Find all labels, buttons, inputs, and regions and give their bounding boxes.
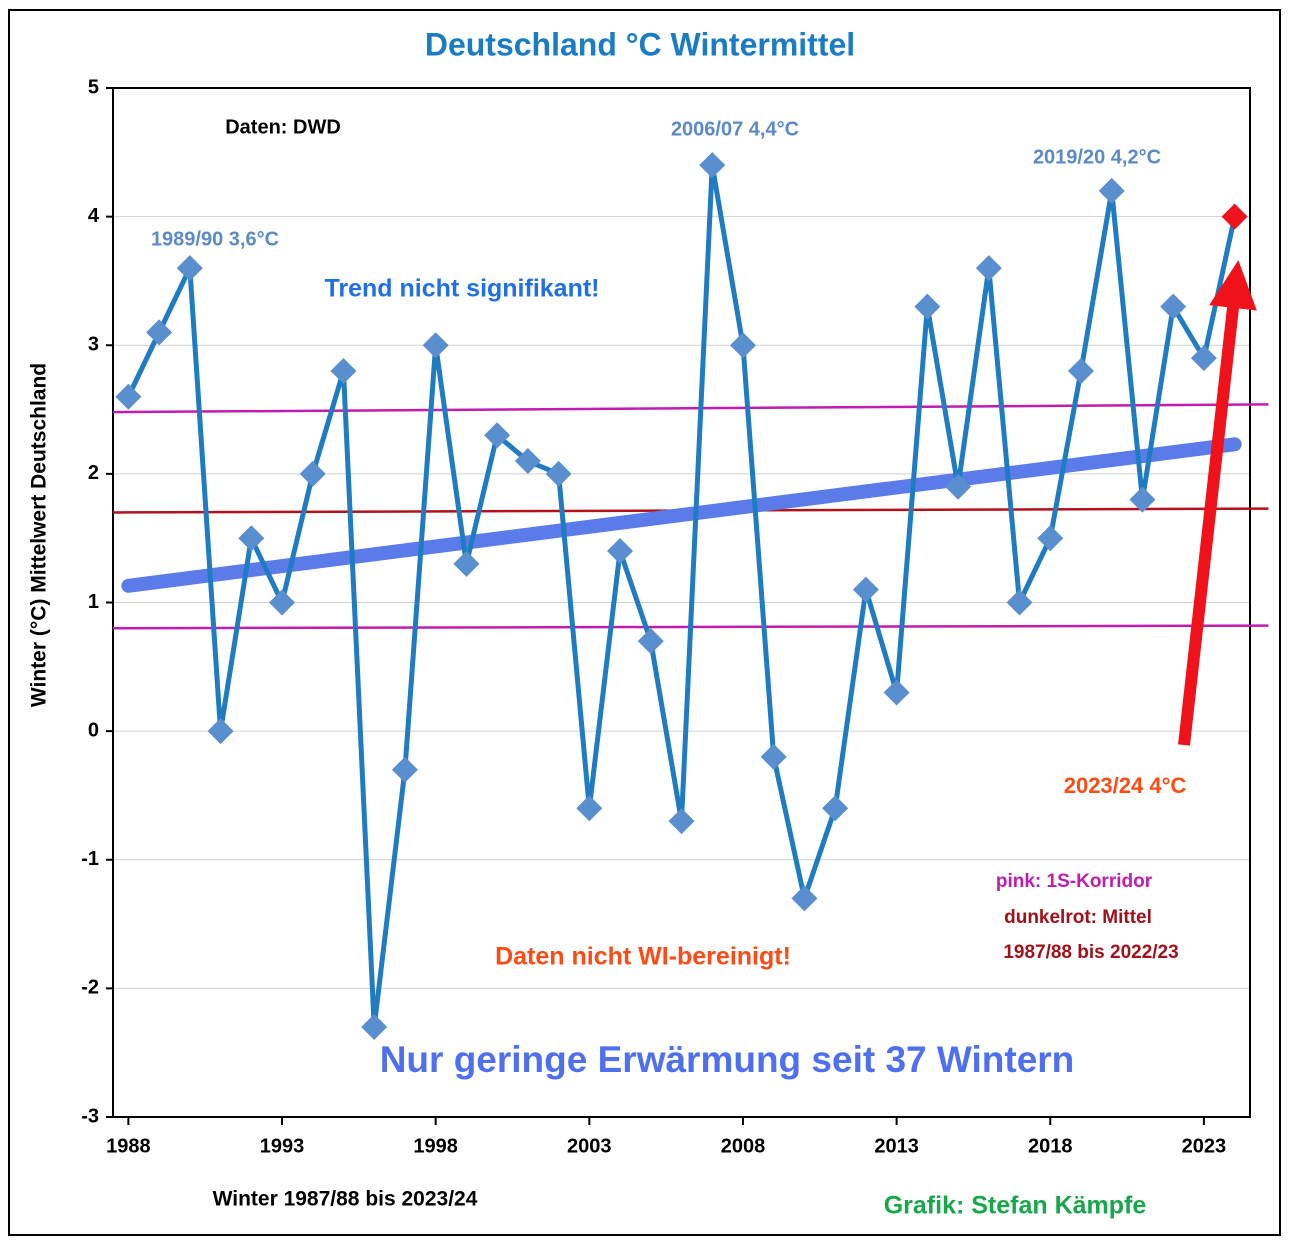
annotation: 2006/07 4,4°C — [671, 118, 799, 140]
annotation: Daten: DWD — [225, 116, 341, 138]
data-point — [791, 885, 818, 912]
arrow — [1178, 260, 1257, 746]
y-tick-label: 2 — [88, 462, 99, 484]
data-point — [269, 589, 296, 616]
annotation: 1989/90 3,6°C — [151, 228, 279, 250]
data-point — [299, 460, 326, 487]
chart-title: Deutschland °C Wintermittel — [425, 26, 855, 62]
data-point — [1160, 293, 1187, 320]
y-tick-label: 4 — [88, 205, 100, 227]
y-tick-label: 0 — [88, 719, 99, 741]
data-point — [176, 255, 203, 282]
data-point — [1006, 589, 1033, 616]
data-point — [238, 525, 265, 552]
data-point — [1098, 177, 1125, 204]
data-point — [576, 795, 603, 822]
data-point — [422, 332, 449, 359]
x-tick-label: 2008 — [721, 1135, 766, 1157]
data-point — [729, 332, 756, 359]
data-point — [945, 473, 972, 500]
data-point — [391, 756, 418, 783]
y-tick-label: -2 — [81, 977, 99, 999]
data-point — [883, 679, 910, 706]
data-point — [914, 293, 941, 320]
annotation: Trend nicht signifikant! — [324, 275, 599, 303]
data-point — [852, 576, 879, 603]
annotation: dunkelrot: Mittel — [1004, 907, 1152, 928]
x-tick-label: 1993 — [260, 1135, 305, 1157]
data-point — [207, 718, 234, 745]
data-point — [1221, 203, 1248, 230]
annotation: Nur geringe Erwärmung seit 37 Wintern — [380, 1039, 1075, 1080]
annotation: Daten nicht WI-bereinigt! — [495, 943, 791, 971]
annotation: 1987/88 bis 2022/23 — [1003, 942, 1178, 963]
data-point — [484, 422, 511, 449]
y-tick-label: -3 — [81, 1105, 99, 1127]
data-point — [607, 538, 634, 565]
x-tick-label: 2023 — [1182, 1135, 1227, 1157]
trend-line — [121, 437, 1242, 593]
data-point — [975, 255, 1002, 282]
data-point — [668, 808, 695, 835]
data-point — [330, 357, 357, 384]
y-tick-label: 5 — [88, 76, 99, 98]
data-point — [1190, 345, 1217, 372]
data-point — [545, 460, 572, 487]
annotation: 2023/24 4°C — [1064, 773, 1187, 798]
data-point — [637, 628, 664, 655]
y-tick-label: 1 — [88, 591, 99, 613]
x-axis-label: Winter 1987/88 bis 2023/24 — [213, 1188, 478, 1211]
data-point — [760, 743, 787, 770]
y-axis-label: Winter (°C) Mittelwert Deutschland — [28, 363, 51, 707]
credit: Grafik: Stefan Kämpfe — [884, 1192, 1147, 1220]
x-tick-label: 1988 — [106, 1135, 151, 1157]
data-point — [1037, 525, 1064, 552]
x-tick-label: 1998 — [413, 1135, 458, 1157]
y-tick-label: -1 — [81, 848, 99, 870]
data-point — [1129, 486, 1156, 513]
x-tick-label: 2018 — [1028, 1135, 1073, 1157]
annotation: pink: 1S-Korridor — [996, 871, 1153, 892]
annotation: 2019/20 4,2°C — [1033, 146, 1161, 168]
data-point — [146, 319, 173, 346]
plot-frame — [112, 87, 1251, 1118]
x-tick-label: 2003 — [567, 1135, 612, 1157]
data-point — [699, 152, 726, 179]
data-point — [514, 448, 541, 475]
data-point — [115, 383, 142, 410]
data-point — [822, 795, 849, 822]
x-tick-label: 2013 — [874, 1135, 919, 1157]
y-tick-label: 3 — [88, 334, 99, 356]
data-point — [453, 550, 480, 577]
data-point — [361, 1013, 388, 1040]
data-point — [1067, 357, 1094, 384]
